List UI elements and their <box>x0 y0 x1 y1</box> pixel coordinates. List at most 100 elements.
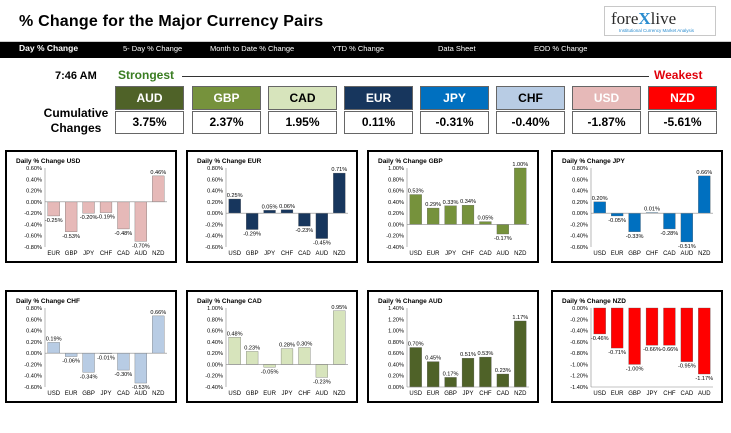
data-label: 0.19% <box>46 336 62 342</box>
data-label: 0.34% <box>460 199 476 205</box>
y-tick-label: -0.60% <box>570 340 588 346</box>
currency-code-jpy: JPY <box>420 86 489 110</box>
bar-usd <box>47 342 60 354</box>
data-label: -0.66% <box>661 347 679 353</box>
y-tick-label: -0.60% <box>24 385 42 391</box>
x-tick-label: AUD <box>681 251 694 257</box>
currency-change-jpy: -0.31% <box>420 111 489 134</box>
y-tick-label: 0.00% <box>388 385 404 391</box>
bar-chart: 0.60% 0.40% 0.20% 0.00% -0.20% -0.40% -0.60% -0… <box>24 166 167 257</box>
bar-jpy <box>263 210 276 214</box>
bar-jpy <box>444 205 457 225</box>
data-label: 0.20% <box>592 196 608 202</box>
x-tick-label: GBP <box>444 391 457 397</box>
y-tick-label: 0.60% <box>572 177 588 183</box>
data-label: -0.23% <box>296 228 314 234</box>
y-tick-label: 0.20% <box>26 340 42 346</box>
bar-usd <box>409 347 422 388</box>
x-tick-label: EUR <box>47 251 60 257</box>
bar-chf <box>280 209 294 214</box>
x-tick-label: USD <box>409 391 422 397</box>
x-tick-label: AUD <box>135 391 148 397</box>
bar-jpy <box>461 358 475 388</box>
logo-suffix: live <box>650 9 677 28</box>
logo-wordmark: foreXlive <box>611 9 676 29</box>
data-label: -0.06% <box>62 359 80 365</box>
tab-eod-change[interactable]: EOD % Change <box>534 44 588 53</box>
bar-nzd <box>514 167 527 225</box>
x-tick-label: AUD <box>698 391 711 397</box>
data-label: -0.53% <box>132 385 150 391</box>
tab-data-sheet[interactable]: Data Sheet <box>438 44 476 53</box>
data-label: 0.51% <box>460 352 476 358</box>
x-tick-label: NZD <box>152 251 165 257</box>
bar-chart: 1.40% 1.20% 1.00% 0.80% 0.60% 0.40% 0.20% 0.00%… <box>388 306 529 397</box>
chart-aud: Daily % Change AUD 1.40% 1.20% 1.00% 0.80% 0.… <box>367 290 539 403</box>
y-tick-label: 0.00% <box>207 362 223 368</box>
x-tick-label: GBP <box>82 391 95 397</box>
x-tick-label: AUD <box>135 251 148 257</box>
chart-nzd: Daily % Change NZD 0.00% -0.20% -0.40% -0.60… <box>551 290 723 403</box>
strongest-label: Strongest <box>118 68 175 82</box>
y-tick-label: 1.20% <box>388 317 404 323</box>
bar-eur <box>611 212 624 217</box>
x-tick-label: USD <box>593 251 606 257</box>
bar-gbp <box>65 201 78 232</box>
tab-month-to-date-change[interactable]: Month to Date % Change <box>210 44 295 53</box>
y-tick-label: 0.60% <box>388 351 404 357</box>
bar-gbp <box>628 212 641 232</box>
forexlive-logo[interactable]: foreXlive Institutional Currency Market … <box>604 6 716 36</box>
data-label: -0.05% <box>261 369 279 375</box>
y-tick-label: 0.40% <box>572 189 588 195</box>
data-label: -1.00% <box>626 366 644 372</box>
x-tick-label: CAD <box>117 391 130 397</box>
tab-day-change[interactable]: Day % Change <box>19 43 79 53</box>
y-tick-label: 0.80% <box>26 306 42 312</box>
x-tick-label: JPY <box>445 251 456 257</box>
y-tick-label: -0.60% <box>205 245 223 251</box>
header: % Change for the Major Currency Pairs fo… <box>0 0 731 42</box>
data-label: 0.30% <box>296 342 312 348</box>
y-tick-label: 0.80% <box>207 166 223 172</box>
chart-chf: Daily % Change CHF 0.80% 0.60% 0.40% 0.20% 0.… <box>5 290 177 403</box>
y-tick-label: 0.20% <box>388 211 404 217</box>
y-tick-label: 0.40% <box>26 177 42 183</box>
y-tick-label: 0.60% <box>26 166 42 172</box>
bar-gbp <box>246 351 259 365</box>
y-tick-label: -1.40% <box>570 385 588 391</box>
data-label: -0.45% <box>313 241 331 247</box>
currency-code-nzd: NZD <box>648 86 717 110</box>
bar-aud <box>315 212 328 239</box>
bar-chf <box>663 307 676 346</box>
cumulative-changes-label: Cumulative Changes <box>40 106 112 136</box>
chart-title: Daily % Change NZD <box>562 298 626 305</box>
data-label: 0.28% <box>279 343 295 349</box>
x-tick-label: CAD <box>298 251 311 257</box>
tab-ytd-change[interactable]: YTD % Change <box>332 44 385 53</box>
currency-change-eur: 0.11% <box>344 111 413 134</box>
x-tick-label: EUR <box>427 251 440 257</box>
x-tick-label: AUD <box>316 391 329 397</box>
data-label: 0.46% <box>150 170 166 176</box>
x-tick-label: CHF <box>100 251 113 257</box>
data-label: 0.23% <box>495 368 511 374</box>
bar-eur <box>427 207 440 225</box>
tab-5-day-change[interactable]: 5- Day % Change <box>123 44 183 53</box>
data-label: 0.66% <box>150 310 166 316</box>
x-tick-label: GBP <box>628 391 641 397</box>
y-tick-label: -0.40% <box>205 234 223 240</box>
bar-jpy <box>280 348 294 365</box>
bar-aud <box>134 352 147 384</box>
x-tick-label: USD <box>409 251 422 257</box>
bar-nzd <box>152 175 165 203</box>
data-label: -0.46% <box>591 336 609 342</box>
y-tick-label: 0.60% <box>388 189 404 195</box>
x-tick-label: CHF <box>663 391 676 397</box>
data-label: 0.29% <box>425 202 441 208</box>
currency-change-chf: -0.40% <box>496 111 565 134</box>
currency-code-gbp: GBP <box>192 86 261 110</box>
currency-change-gbp: 2.37% <box>192 111 261 134</box>
y-tick-label: 0.40% <box>388 200 404 206</box>
y-tick-label: -0.80% <box>24 245 42 251</box>
bar-chf <box>99 201 113 213</box>
